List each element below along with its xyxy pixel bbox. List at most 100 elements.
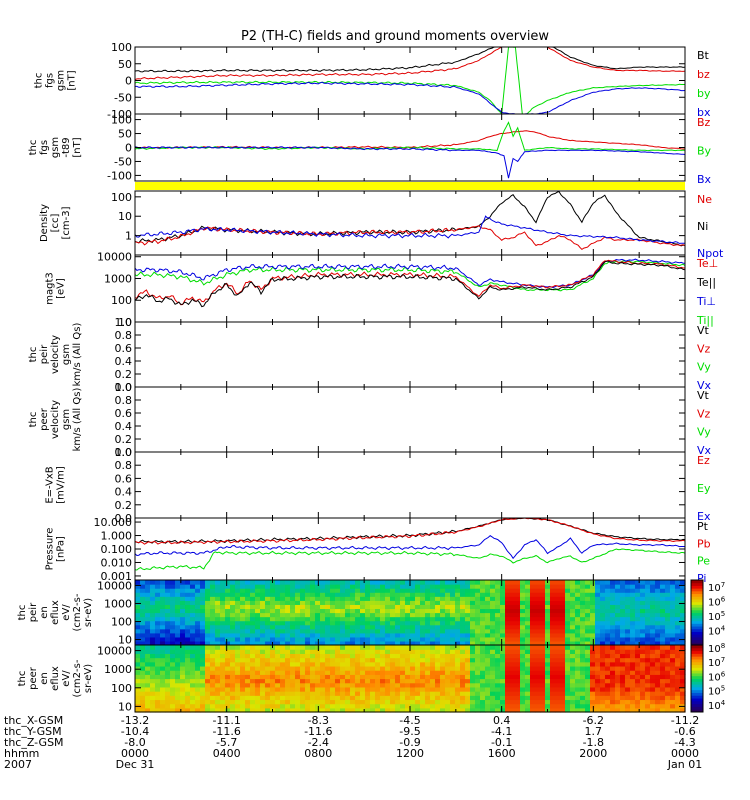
spectrogram-cell — [290, 670, 296, 675]
spectrogram-cell — [525, 608, 531, 614]
spectrogram-cell — [460, 661, 466, 667]
spectrogram-cell — [250, 699, 256, 705]
spectrogram-cell — [235, 600, 241, 605]
spectrogram-cell — [480, 620, 486, 626]
spectrogram-cell — [615, 632, 621, 638]
spectrogram-cell — [435, 682, 441, 688]
ylabel-line: thc — [17, 605, 28, 621]
spectrogram-cell — [395, 612, 401, 618]
spectrogram-cell — [280, 657, 286, 663]
ylabel-line: km/s (All Qs) — [72, 323, 83, 387]
spectrogram-cell — [300, 612, 306, 618]
spectrogram-cell — [595, 608, 601, 614]
spectrogram-cell — [675, 661, 681, 667]
spectrogram-cell — [530, 600, 536, 605]
spectrogram-cell — [620, 592, 626, 597]
spectrogram-cell — [485, 604, 491, 610]
spectrogram-cell — [500, 674, 506, 680]
spectrogram-cell — [275, 703, 281, 709]
spectrogram-cell — [375, 640, 381, 646]
spectrogram-cell — [650, 584, 656, 589]
spectrogram-cell — [455, 612, 461, 618]
spectrogram-cell — [245, 612, 251, 618]
spectrogram-cell — [175, 661, 181, 667]
spectrogram-cell — [495, 620, 501, 626]
spectrogram-cell — [185, 592, 191, 597]
spectrogram-cell — [170, 588, 176, 593]
spectrogram-cell — [300, 624, 306, 630]
spectrogram-cell — [260, 632, 266, 638]
spectrogram-cell — [180, 636, 186, 642]
spectrogram-cell — [550, 616, 556, 622]
spectrogram-cell — [605, 588, 611, 593]
spectrogram-cell — [240, 665, 246, 671]
spectrogram-cell — [560, 604, 566, 610]
spectrogram-cell — [610, 596, 616, 601]
spectrogram-cell — [440, 596, 446, 601]
spectrogram-cell — [580, 707, 586, 713]
spectrogram-cell — [665, 699, 671, 705]
spectrogram-cell — [580, 695, 586, 701]
spectrogram-cell — [585, 674, 591, 680]
spectrogram-cell — [525, 636, 531, 642]
spectrogram-cell — [285, 596, 291, 601]
spectrogram-cell — [420, 645, 426, 650]
spectrogram-cell — [415, 624, 421, 630]
spectrogram-cell — [350, 640, 356, 646]
spectrogram-cell — [675, 645, 681, 650]
spectrogram-cell — [165, 707, 171, 713]
spectrogram-cell — [475, 616, 481, 622]
spectrogram-cell — [135, 670, 141, 675]
spectrogram-cell — [665, 670, 671, 675]
spectrogram-cell — [515, 682, 521, 688]
spectrogram-cell — [670, 699, 676, 705]
spectrogram-cell — [640, 624, 646, 630]
spectrogram-cell — [545, 670, 551, 675]
spectrogram-cell — [355, 620, 361, 626]
spectrogram-cell — [600, 592, 606, 597]
spectrogram-cell — [200, 624, 206, 630]
spectrogram-cell — [325, 691, 331, 696]
spectrogram-cell — [335, 596, 341, 601]
spectrogram-cell — [460, 686, 466, 692]
spectrogram-cell — [340, 584, 346, 589]
spectrogram-cell — [295, 628, 301, 634]
spectrogram-cell — [430, 686, 436, 692]
spectrogram-cell — [360, 674, 366, 680]
spectrogram-cell — [160, 661, 166, 667]
spectrogram-cell — [480, 645, 486, 650]
spectrogram-cell — [480, 600, 486, 605]
spectrogram-cell — [455, 580, 461, 585]
spectrogram-cell — [175, 686, 181, 692]
spectrogram-cell — [175, 699, 181, 705]
spectrogram-cell — [230, 600, 236, 605]
spectrogram-cell — [470, 657, 476, 663]
spectrogram-cell — [500, 608, 506, 614]
spectrogram-cell — [190, 620, 196, 626]
spectrogram-cell — [275, 653, 281, 659]
spectrogram-cell — [390, 588, 396, 593]
spectrogram-cell — [480, 703, 486, 709]
spectrogram-cell — [435, 628, 441, 634]
spectrogram-cell — [225, 600, 231, 605]
ytick-label: 0.2 — [115, 368, 133, 381]
spectrogram-cell — [405, 632, 411, 638]
spectrogram-cell — [270, 653, 276, 659]
spectrogram-cell — [445, 616, 451, 622]
spectrogram-cell — [545, 678, 551, 684]
spectrogram-cell — [195, 649, 201, 654]
spectrogram-cell — [675, 649, 681, 654]
spectrogram-cell — [255, 640, 261, 646]
spectrogram-cell — [435, 640, 441, 646]
spectrogram-cell — [305, 699, 311, 705]
spectrogram-cell — [650, 703, 656, 709]
spectrogram-cell — [650, 707, 656, 713]
spectrogram-cell — [185, 670, 191, 675]
spectrogram-cell — [585, 584, 591, 589]
spectrogram-cell — [540, 661, 546, 667]
spectrogram-cell — [410, 665, 416, 671]
spectrogram-cell — [560, 645, 566, 650]
ephem-value: 1200 — [396, 747, 424, 760]
ephem-value: -11.6 — [304, 725, 332, 738]
spectrogram-cell — [505, 604, 511, 610]
